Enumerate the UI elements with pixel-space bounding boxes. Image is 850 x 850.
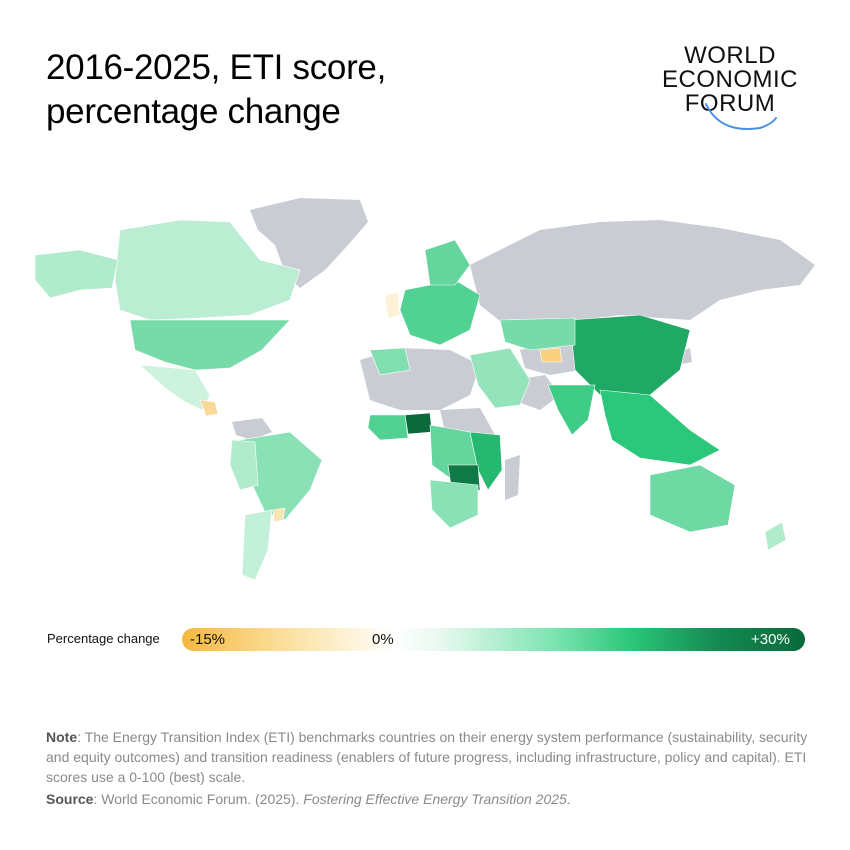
note-text: : The Energy Transition Index (ETI) benc…	[46, 729, 808, 785]
russia	[470, 220, 815, 325]
legend-max-label: +30%	[751, 631, 790, 648]
logo-word-world: WORLD	[684, 42, 776, 69]
argentina-chile	[241, 509, 273, 581]
legend-color-scale	[182, 628, 805, 651]
peru-bolivia	[229, 439, 259, 491]
india	[547, 384, 596, 436]
legend-min-label: -15%	[190, 631, 226, 648]
canada	[114, 219, 301, 321]
east-africa-horn	[505, 455, 520, 500]
chart-title: 2016-2025, ETI score, percentage change	[46, 46, 566, 134]
source-title: Fostering Effective Energy Transition 20…	[303, 791, 567, 807]
title-line-2: percentage change	[46, 92, 341, 131]
uruguay	[272, 507, 286, 523]
footnote: Note: The Energy Transition Index (ETI) …	[46, 727, 816, 787]
source-line: Source: World Economic Forum. (2025). Fo…	[46, 789, 816, 809]
nigeria	[404, 412, 433, 435]
greenland	[250, 198, 368, 288]
southeast-asia	[599, 389, 721, 466]
title-line-1: 2016-2025, ETI score,	[46, 48, 387, 87]
wef-logo: WORLD ECONOMIC FORUM	[650, 42, 810, 142]
australia	[649, 464, 736, 533]
alaska	[34, 249, 119, 299]
united-states	[129, 319, 291, 371]
east-africa	[469, 431, 503, 491]
scandinavia	[424, 239, 471, 286]
source-end: .	[566, 791, 571, 807]
western-europe	[399, 279, 481, 346]
note-label: Note	[46, 729, 78, 745]
legend-mid-label: 0%	[372, 631, 394, 648]
pakistan	[539, 347, 563, 363]
west-africa	[367, 414, 409, 441]
mexico	[139, 364, 211, 411]
world-map	[34, 198, 815, 581]
morocco-algeria	[369, 347, 411, 376]
new-zealand	[764, 521, 787, 551]
logo-arc-icon	[705, 103, 777, 130]
china	[569, 314, 691, 396]
logo-word-forum: FORUM	[684, 90, 776, 117]
legend-title: Percentage change	[47, 631, 160, 646]
source-text: : World Economic Forum. (2025).	[93, 791, 304, 807]
middle-east	[469, 347, 531, 409]
logo-word-economic: ECONOMIC	[662, 66, 798, 93]
southern-africa	[429, 479, 479, 529]
kazakhstan	[499, 317, 576, 351]
central-america	[199, 399, 219, 417]
source-label: Source	[46, 791, 94, 807]
country-fills	[34, 219, 787, 581]
united-kingdom	[384, 291, 401, 319]
venezuela-region	[232, 418, 272, 440]
no-data-regions	[232, 198, 815, 500]
